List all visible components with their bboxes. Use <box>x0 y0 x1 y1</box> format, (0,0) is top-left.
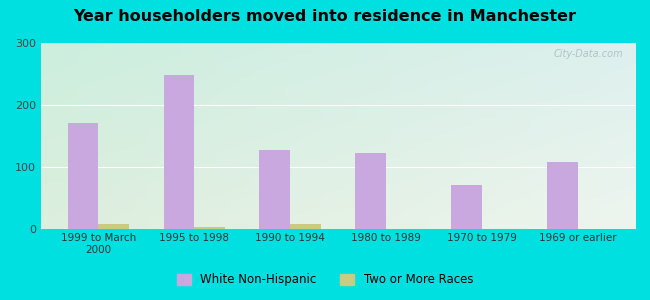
Bar <box>68 123 98 229</box>
Bar <box>356 153 386 229</box>
Legend: White Non-Hispanic, Two or More Races: White Non-Hispanic, Two or More Races <box>172 269 478 291</box>
Bar <box>98 224 129 229</box>
Bar <box>451 185 482 229</box>
Bar <box>290 224 320 229</box>
Text: Year householders moved into residence in Manchester: Year householders moved into residence i… <box>73 9 577 24</box>
Bar <box>547 162 577 229</box>
Bar <box>194 227 225 229</box>
Bar <box>164 75 194 229</box>
Bar <box>259 150 290 229</box>
Text: City-Data.com: City-Data.com <box>554 49 623 58</box>
